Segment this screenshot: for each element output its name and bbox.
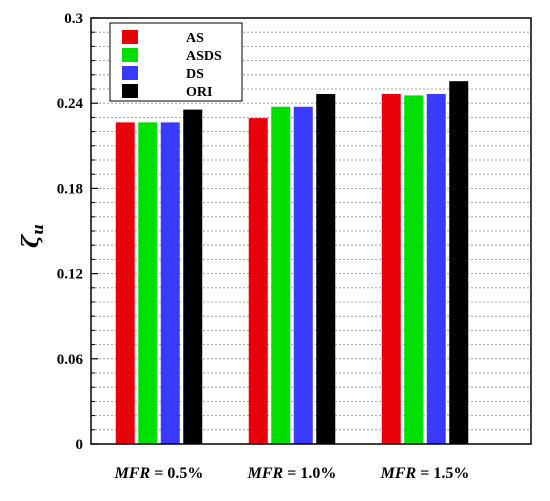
legend-label-asds: ASDS [186, 49, 222, 64]
bar-as-2 [248, 118, 268, 445]
legend: AS ASDS DS ORI [109, 22, 243, 102]
x-category-label: MFR = 1.5% [380, 465, 470, 482]
y-tick-label: 0.18 [57, 181, 83, 197]
bar-asds-2 [271, 106, 291, 444]
y-axis-label-subscript: u [29, 224, 47, 235]
bar-ori-3 [449, 81, 469, 444]
bar-ds-3 [426, 93, 446, 444]
legend-swatch-ds [122, 66, 138, 80]
x-category-label-prefix: MFR [247, 465, 284, 482]
y-axis-ticks: 0 0.06 0.12 0.18 0.24 0.3 [57, 11, 98, 453]
bar-as-3 [381, 93, 401, 444]
y-tick-label: 0 [76, 437, 84, 453]
y-tick-label: 0.06 [57, 352, 84, 368]
y-tick-label: 0.24 [57, 96, 84, 112]
legend-swatch-ori [122, 84, 138, 98]
y-axis-label: ζu [18, 224, 47, 248]
y-axis-label-symbol: ζ [18, 234, 44, 248]
legend-swatch-as [122, 30, 138, 44]
bar-ds-1 [160, 122, 180, 445]
x-category-label-prefix: MFR [380, 465, 417, 482]
x-category-label: MFR = 1.0% [247, 465, 337, 482]
x-category-label-suffix: = 1.5% [416, 465, 469, 482]
y-tick-label: 0.12 [57, 267, 83, 283]
bars [115, 81, 469, 445]
bar-ori-2 [316, 93, 336, 444]
bar-ds-2 [293, 106, 313, 444]
bar-asds-3 [404, 95, 424, 444]
x-axis-categories: MFR = 0.5% MFR = 1.0% MFR = 1.5% [114, 465, 470, 482]
legend-label-as: AS [186, 31, 204, 46]
y-tick-label: 0.3 [64, 11, 83, 27]
legend-label-ori: ORI [186, 85, 212, 100]
bar-asds-1 [138, 122, 158, 445]
bar-as-1 [115, 122, 135, 445]
bar-ori-1 [183, 109, 203, 444]
x-category-label-prefix: MFR [114, 465, 151, 482]
x-category-label-suffix: = 1.0% [283, 465, 336, 482]
x-category-label: MFR = 0.5% [114, 465, 204, 482]
x-category-label-suffix: = 0.5% [150, 465, 203, 482]
legend-label-ds: DS [186, 67, 204, 82]
legend-swatch-asds [122, 48, 138, 62]
